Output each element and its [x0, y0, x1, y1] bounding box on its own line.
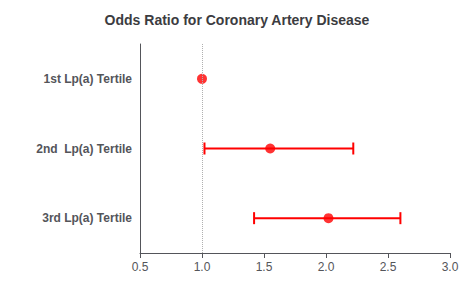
svg-text:2.0: 2.0	[318, 260, 335, 274]
svg-text:2nd Lp(a) Tertile: 2nd Lp(a) Tertile	[36, 142, 132, 156]
svg-text:3rd Lp(a) Tertile: 3rd Lp(a) Tertile	[42, 211, 132, 225]
svg-text:Odds Ratio for Coronary Artery: Odds Ratio for Coronary Artery Disease	[105, 12, 370, 28]
svg-text:2.5: 2.5	[380, 260, 397, 274]
svg-text:1st Lp(a) Tertile: 1st Lp(a) Tertile	[44, 72, 133, 86]
svg-text:0.5: 0.5	[132, 260, 149, 274]
svg-text:1.5: 1.5	[256, 260, 273, 274]
svg-text:1.0: 1.0	[194, 260, 211, 274]
svg-text:3.0: 3.0	[442, 260, 459, 274]
